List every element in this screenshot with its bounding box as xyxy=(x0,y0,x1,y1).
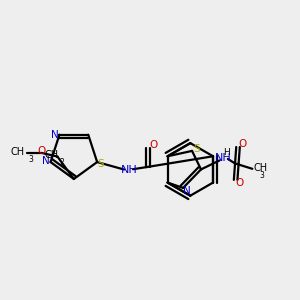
Text: CH: CH xyxy=(254,163,268,173)
Text: N: N xyxy=(51,130,58,140)
Text: NH: NH xyxy=(120,165,137,175)
Text: H: H xyxy=(224,148,230,158)
Text: S: S xyxy=(98,158,104,169)
Text: N: N xyxy=(183,186,191,196)
Text: O: O xyxy=(149,140,158,150)
Text: 2: 2 xyxy=(59,158,64,167)
Text: 3: 3 xyxy=(29,155,34,164)
Text: CH: CH xyxy=(44,150,58,160)
Text: S: S xyxy=(193,143,200,154)
Text: O: O xyxy=(38,146,46,156)
Text: O: O xyxy=(236,178,244,188)
Text: N: N xyxy=(42,156,50,167)
Text: O: O xyxy=(238,139,246,149)
Text: NH: NH xyxy=(215,153,232,163)
Text: CH: CH xyxy=(11,147,25,157)
Text: 3: 3 xyxy=(260,171,264,180)
